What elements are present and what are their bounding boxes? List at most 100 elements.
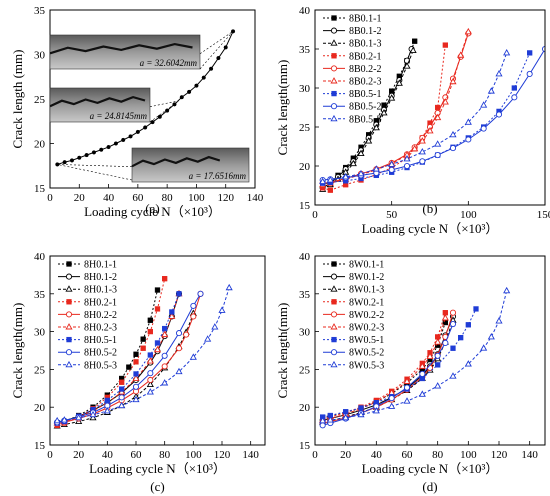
data-point — [169, 310, 174, 315]
leader-line — [57, 164, 132, 166]
legend-label: 8W0.1-3 — [349, 285, 384, 296]
data-point — [176, 331, 181, 336]
data-point — [450, 373, 456, 378]
leader-line — [57, 164, 132, 180]
x-tick-label: 150 — [537, 209, 550, 221]
legend-label: 8B0.1-3 — [349, 39, 382, 50]
x-tick-label: 80 — [159, 449, 171, 461]
data-point — [343, 409, 348, 414]
legend-label: 8B0.5-1 — [349, 89, 382, 100]
y-tick-label: 35 — [299, 289, 311, 301]
x-tick-label: 0 — [312, 449, 318, 461]
y-axis-label: Crack length(mm) — [10, 303, 25, 399]
legend-item: 8W0.5-2 — [323, 348, 384, 359]
data-point — [481, 345, 487, 350]
legend-item: 8B0.1-1 — [323, 14, 382, 25]
legend-item: 8W0.1-2 — [323, 272, 384, 283]
inset-caption: a = 32.6042mm — [140, 58, 198, 68]
legend-marker — [66, 274, 71, 279]
x-tick-label: 20 — [74, 192, 86, 204]
x-tick-label: 120 — [217, 192, 234, 204]
panel-c: 0 20 40 60 80 100 120 140152025303540Loading cy… — [10, 251, 265, 494]
data-point — [173, 103, 177, 107]
y-tick-label: 15 — [299, 200, 311, 212]
x-tick-label: 100 — [185, 449, 202, 461]
data-point — [119, 395, 124, 400]
y-tick-label: 20 — [299, 161, 311, 173]
legend-label: 8H0.1-2 — [84, 272, 117, 283]
y-tick-label: 30 — [299, 83, 311, 95]
data-point — [450, 321, 455, 326]
legend-marker — [67, 299, 72, 304]
x-tick-label: 60 — [132, 192, 144, 204]
x-tick-label: 100 — [188, 192, 205, 204]
data-point — [450, 132, 456, 137]
y-tick-label: 40 — [34, 251, 46, 263]
legend-label: 8W0.5-2 — [349, 348, 384, 359]
legend-marker — [331, 66, 336, 71]
plot-area — [54, 276, 232, 428]
y-tick-label: 15 — [34, 183, 46, 195]
series-line — [323, 45, 446, 190]
y-axis-label: Crack length(mm) — [275, 303, 290, 399]
legend-item: 8H0.2-3 — [58, 323, 117, 334]
legend-label: 8B0.1-1 — [349, 14, 382, 25]
y-tick-label: 20 — [34, 139, 46, 151]
legend-label: 8H0.5-1 — [84, 335, 117, 346]
data-point — [458, 335, 463, 340]
data-point — [119, 403, 125, 408]
panel-b: 050100150152025303540Loading cycle N（×10… — [275, 5, 550, 236]
legend-item: 8B0.2-3 — [323, 77, 382, 88]
legend-label: 8H0.1-3 — [84, 285, 117, 296]
legend-label: 8B0.2-1 — [349, 51, 382, 62]
legend-item: 8W0.2-2 — [323, 310, 384, 321]
y-tick-label: 25 — [299, 364, 311, 376]
data-point — [63, 160, 67, 164]
panel-caption: (a) — [145, 201, 159, 216]
legend-item: 8W0.5-1 — [323, 335, 384, 346]
data-point — [187, 90, 191, 94]
data-point — [162, 353, 167, 358]
y-tick-label: 30 — [34, 50, 46, 62]
legend-item: 8H0.2-1 — [58, 297, 117, 308]
panel-d: 0 20 40 60 80 100 120 140152025303540Loading cy… — [275, 251, 545, 494]
series-8W0.1-2 — [320, 314, 456, 423]
data-point — [77, 156, 81, 160]
legend-marker — [66, 312, 71, 317]
series-8B0.2-1 — [320, 43, 447, 193]
legend-marker — [332, 337, 337, 342]
legend-marker — [331, 104, 336, 109]
legend: 8W0.1-18W0.1-28W0.1-38W0.2-18W0.2-28W0.2… — [323, 260, 384, 372]
data-point — [435, 383, 441, 388]
data-point — [162, 326, 167, 331]
data-point — [527, 71, 532, 76]
data-point — [136, 130, 140, 134]
legend-marker — [332, 53, 337, 58]
x-tick-label: 100 — [460, 209, 477, 221]
data-point — [389, 167, 394, 172]
data-point — [466, 322, 471, 327]
legend-label: 8H0.2-3 — [84, 323, 117, 334]
x-tick-label: 80 — [432, 449, 444, 461]
data-point — [99, 148, 103, 152]
y-tick-label: 15 — [299, 440, 311, 452]
data-point — [481, 102, 487, 107]
data-point — [121, 138, 125, 142]
y-tick-label: 20 — [299, 402, 311, 414]
data-point — [155, 341, 160, 346]
x-tick-label: 40 — [102, 449, 114, 461]
data-point — [176, 346, 181, 351]
series-line — [57, 314, 193, 427]
y-tick-label: 30 — [299, 327, 311, 339]
data-point — [420, 159, 425, 164]
data-point — [435, 152, 440, 157]
data-point — [191, 303, 196, 308]
legend-marker — [67, 262, 72, 267]
data-point — [217, 56, 221, 60]
data-point — [205, 336, 211, 341]
legend-item: 8W0.1-1 — [323, 260, 384, 271]
y-tick-label: 25 — [299, 122, 311, 134]
data-point — [389, 396, 394, 401]
legend-item: 8H0.1-3 — [58, 285, 117, 296]
